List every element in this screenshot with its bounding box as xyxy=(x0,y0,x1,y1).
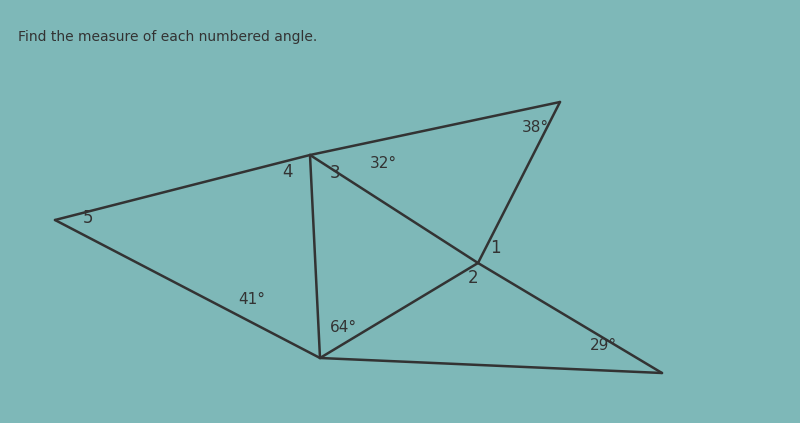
Text: 1: 1 xyxy=(490,239,501,257)
Text: 2: 2 xyxy=(468,269,478,287)
Text: Find the measure of each numbered angle.: Find the measure of each numbered angle. xyxy=(18,30,318,44)
Text: 29°: 29° xyxy=(590,338,617,352)
Text: 4: 4 xyxy=(282,163,293,181)
Text: 32°: 32° xyxy=(370,156,397,170)
Text: 38°: 38° xyxy=(522,121,549,135)
Text: 64°: 64° xyxy=(330,321,357,335)
Text: 5: 5 xyxy=(82,209,94,227)
Text: 3: 3 xyxy=(330,164,341,182)
Text: 41°: 41° xyxy=(238,292,265,308)
